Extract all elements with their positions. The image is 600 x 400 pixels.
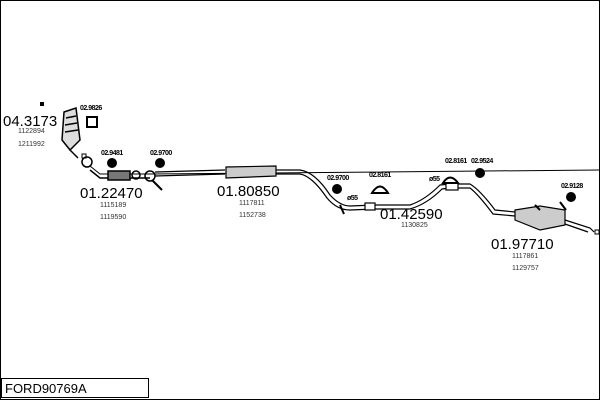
bolt [594, 229, 600, 235]
accessory-label: 02.9481 [101, 150, 123, 157]
part-number: 01.97710 [491, 236, 554, 253]
accessory-label: 02.9700 [150, 150, 172, 157]
rubber-mount [332, 184, 342, 194]
part-ref: 1117811 [239, 200, 265, 207]
accessory-label: 02.8161 [369, 172, 391, 179]
catalytic-converter [61, 106, 81, 159]
bolt [40, 102, 44, 106]
accessory-label: 02.9826 [80, 105, 102, 112]
accessory-label: 02.9524 [471, 158, 493, 165]
part-number: 04.3173 [3, 113, 58, 130]
part-number: 01.42590 [380, 206, 443, 223]
part-ref: 1152738 [239, 212, 266, 219]
accessory-label: 02.9128 [561, 183, 583, 190]
diameter-label: ø55 [347, 195, 358, 202]
part-ref: 1117861 [512, 253, 539, 260]
middle-pipe [154, 165, 595, 233]
diagram-title: FORD90769A [1, 378, 149, 398]
gasket [86, 116, 98, 128]
part-number: 01.80850 [217, 183, 280, 200]
hanger [441, 176, 460, 184]
rubber-mount [475, 168, 485, 178]
hanger [370, 185, 390, 194]
accessory-label: 02.8161 [445, 158, 467, 165]
accessory-label: 02.9700 [327, 175, 349, 182]
rubber-mount [566, 192, 576, 202]
part-number: 01.22470 [80, 185, 143, 202]
part-ref: 1211992 [18, 141, 45, 148]
rubber-mount [107, 158, 117, 168]
part-ref: 1129757 [512, 265, 539, 272]
part-ref: 1130825 [401, 222, 428, 229]
part-ref: 1122894 [18, 128, 45, 135]
diameter-label: ø55 [429, 176, 440, 183]
part-ref: 1115189 [100, 202, 127, 209]
part-ref: 1119590 [100, 214, 127, 221]
rubber-mount [155, 158, 165, 168]
